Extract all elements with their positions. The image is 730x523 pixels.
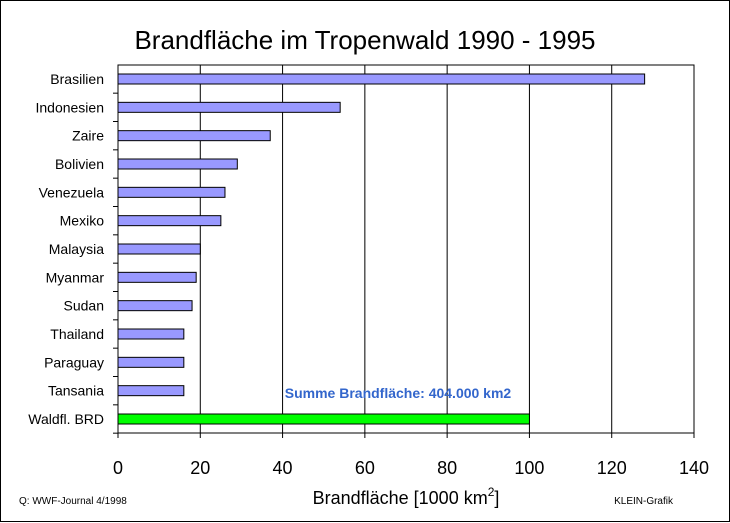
category-label: Mexiko [60,213,105,229]
bar-mexiko [117,215,222,227]
sum-annotation: Summe Brandfläche: 404.000 km2 [285,385,512,401]
bar-thailand [117,328,185,340]
bar-zaire [117,130,271,142]
source-note: Q: WWF-Journal 4/1998 [19,496,127,507]
x-tick-labels: 0 20 40 60 80 100 120 140 [113,433,709,478]
x-tick-label: 80 [437,458,457,478]
category-label: Sudan [64,298,104,314]
category-label: Waldfl. BRD [28,411,104,427]
category-label: Bolivien [55,156,104,172]
x-tick-label: 60 [355,458,375,478]
x-tick-label: 140 [679,458,709,478]
bar-venezuela [117,186,226,198]
category-label: Zaire [72,128,104,144]
grid-lines [199,65,613,433]
bar-paraguay [117,356,185,368]
credit-note: KLEIN-Grafik [614,496,674,507]
x-tick-label: 0 [113,458,123,478]
x-tick-label: 100 [514,458,544,478]
category-label: Thailand [50,326,104,342]
category-label: Venezuela [39,184,105,200]
bar-brasilien [117,73,646,85]
category-label: Tansania [48,383,104,399]
x-tick-label: 40 [273,458,293,478]
chart-title: Brandfläche im Tropenwald 1990 - 1995 [134,25,595,55]
x-axis-title-suffix: ] [494,488,499,508]
bar-malaysia [117,243,201,255]
bar-indonesien [117,101,341,113]
plot-area [117,64,695,434]
category-label: Paraguay [44,354,104,370]
category-label: Malaysia [49,241,104,257]
x-axis-title-sup: 2 [488,485,495,499]
bar-bolivien [117,158,238,170]
category-label: Myanmar [46,269,105,285]
x-tick-label: 20 [190,458,210,478]
x-axis-title: Brandfläche [1000 km2] [313,485,500,508]
bar-waldfl-brd [117,413,530,425]
x-tick-label: 120 [597,458,627,478]
category-labels: Brasilien Indonesien Zaire Bolivien Venezuel… [28,71,118,434]
bars [117,73,646,425]
bar-tansania [117,385,185,397]
bar-myanmar [117,271,197,283]
bar-sudan [117,300,193,312]
category-label: Brasilien [50,71,104,87]
category-label: Indonesien [35,99,104,115]
x-axis-title-main: Brandfläche [1000 km [313,488,488,508]
